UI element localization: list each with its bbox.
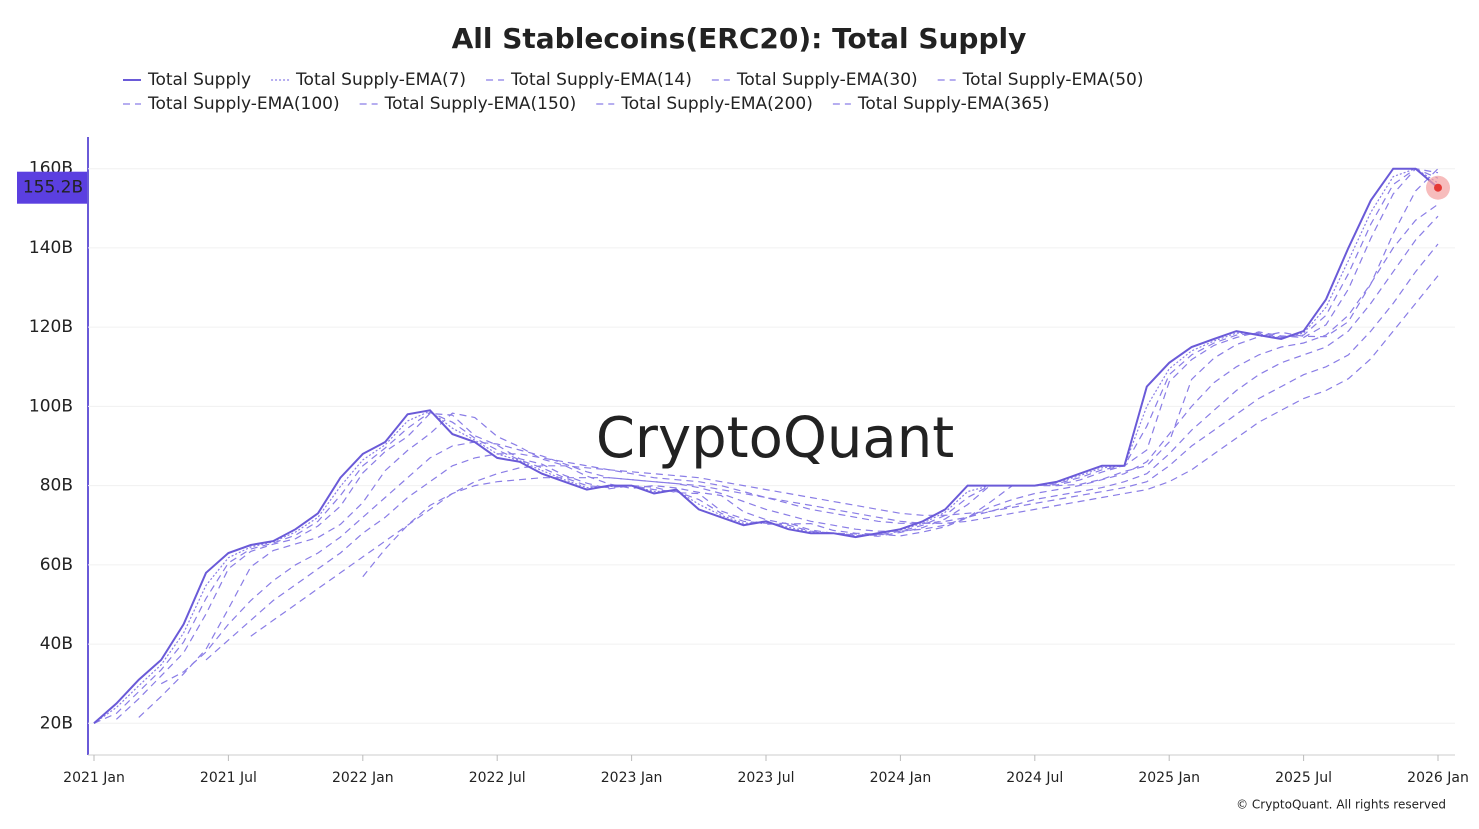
legend-item: Total Supply-EMA(150) <box>359 94 577 114</box>
series-line <box>250 243 1439 637</box>
legend-label: Total Supply-EMA(30) <box>736 70 918 90</box>
x-tick-label: 2021 Jul <box>200 770 257 786</box>
series-line <box>115 168 1439 720</box>
x-tick-label: 2022 Jul <box>469 770 526 786</box>
y-tick-label: 120B <box>29 317 73 337</box>
legend-item: Total Supply-EMA(365) <box>832 94 1050 114</box>
value-label-box <box>17 171 87 204</box>
legend-label: Total Supply-EMA(150) <box>384 94 577 114</box>
x-tick-label: 2025 Jan <box>1138 770 1200 786</box>
value-label: 155.2B <box>23 178 83 198</box>
series-line <box>362 275 1439 578</box>
series-line <box>160 203 1439 685</box>
x-tick-label: 2026 Jan <box>1407 770 1469 786</box>
copyright: © CryptoQuant. All rights reserved <box>1236 798 1446 812</box>
x-tick-label: 2024 Jan <box>870 770 932 786</box>
legend-label: Total Supply <box>147 70 251 90</box>
legend-item: Total Supply <box>123 70 251 90</box>
legend-item: Total Supply-EMA(200) <box>596 94 813 114</box>
last-point <box>1434 183 1442 192</box>
x-tick-label: 2022 Jan <box>332 770 394 786</box>
y-tick-label: 40B <box>40 634 73 654</box>
x-tick-label: 2024 Jul <box>1006 770 1063 786</box>
legend-label: Total Supply-EMA(14) <box>510 70 692 90</box>
legend-label: Total Supply-EMA(100) <box>147 94 340 114</box>
legend-item: Total Supply-EMA(100) <box>123 94 340 114</box>
series-line <box>93 168 1439 724</box>
y-tick-label: 140B <box>29 238 73 258</box>
legend-item: Total Supply-EMA(30) <box>711 70 918 90</box>
legend-label: Total Supply-EMA(200) <box>620 94 813 114</box>
x-tick-label: 2023 Jan <box>601 770 663 786</box>
y-tick-label: 100B <box>29 396 73 416</box>
y-tick-label: 60B <box>40 555 73 575</box>
legend-item: Total Supply-EMA(7) <box>271 70 466 90</box>
series-line <box>93 167 1439 725</box>
series-line <box>138 168 1439 718</box>
y-tick-label: 80B <box>40 476 73 496</box>
x-tick-label: 2021 Jan <box>63 770 125 786</box>
chart-title: All Stablecoins(ERC20): Total Supply <box>452 22 1027 55</box>
legend-item: Total Supply-EMA(50) <box>937 70 1144 90</box>
legend-item: Total Supply-EMA(14) <box>486 70 692 90</box>
series-line <box>205 215 1439 661</box>
x-tick-label: 2025 Jul <box>1275 770 1332 786</box>
legend-label: Total Supply-EMA(50) <box>962 70 1144 90</box>
legend-label: Total Supply-EMA(365) <box>857 94 1050 114</box>
y-tick-label: 20B <box>40 713 73 733</box>
x-tick-label: 2023 Jul <box>738 770 795 786</box>
watermark: CryptoQuant <box>596 406 954 471</box>
legend-label: Total Supply-EMA(7) <box>295 70 466 90</box>
